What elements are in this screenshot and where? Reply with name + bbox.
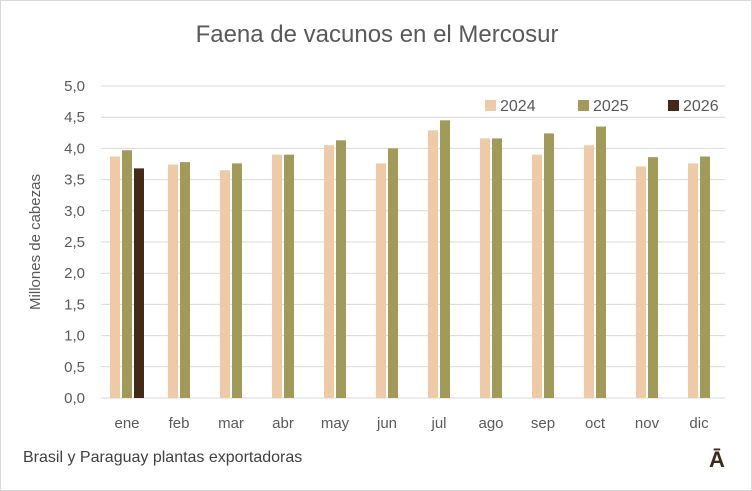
y-tick-label: 4,0: [64, 140, 85, 157]
bar-2024-nov: [636, 166, 646, 398]
x-tick-label: oct: [585, 415, 606, 432]
x-tick-label: jun: [376, 415, 397, 432]
y-tick-label: 1,0: [64, 328, 85, 345]
x-tick-label: may: [321, 415, 350, 432]
y-tick-label: 3,5: [64, 172, 85, 189]
x-tick-label: nov: [635, 415, 660, 432]
chart-title: Faena de vacunos en el Mercosur: [195, 21, 559, 48]
bar-2024-jul: [428, 130, 438, 398]
x-tick-label: feb: [169, 415, 190, 432]
bar-2025-ago: [492, 138, 502, 398]
bar-2024-jun: [376, 163, 386, 398]
legend-swatch-2026: [668, 100, 679, 111]
footer-note: Brasil y Paraguay plantas exportadoras: [23, 449, 303, 466]
bar-2025-feb: [180, 162, 190, 398]
y-tick-label: 0,5: [64, 359, 85, 376]
x-tick-label: abr: [272, 415, 294, 432]
x-tick-label: ene: [114, 415, 139, 432]
y-tick-label: 0,0: [64, 390, 85, 407]
bar-2025-jul: [440, 120, 450, 398]
x-tick-label: jul: [430, 415, 446, 432]
bar-2024-abr: [272, 154, 282, 398]
bar-2024-ene: [110, 156, 120, 398]
legend-label-2026: 2026: [683, 98, 719, 115]
bar-2024-mar: [220, 170, 230, 398]
bar-2024-may: [324, 145, 334, 398]
legend-swatch-2025: [578, 100, 589, 111]
bar-2025-may: [336, 140, 346, 398]
y-axis-label: Millones de cabezas: [27, 174, 44, 310]
x-tick-label: dic: [689, 415, 709, 432]
bar-2025-ene: [122, 150, 132, 398]
bar-2025-oct: [596, 126, 606, 398]
bar-2025-nov: [648, 157, 658, 398]
bar-2025-abr: [284, 154, 294, 398]
x-tick-label: sep: [531, 415, 555, 432]
y-tick-label: 2,5: [64, 234, 85, 251]
bar-2024-dic: [688, 163, 698, 398]
y-tick-label: 1,5: [64, 296, 85, 313]
y-tick-label: 4,5: [64, 109, 85, 126]
y-tick-label: 5,0: [64, 78, 85, 95]
legend-label-2024: 2024: [500, 98, 536, 115]
legend-label-2025: 2025: [593, 98, 629, 115]
brand-logo: Ā: [709, 447, 725, 472]
x-tick-label: ago: [478, 415, 503, 432]
y-tick-label: 3,0: [64, 203, 85, 220]
legend-swatch-2024: [485, 100, 496, 111]
bar-2026-ene: [134, 168, 144, 398]
bar-2024-oct: [584, 145, 594, 398]
bar-2025-dic: [700, 156, 710, 398]
y-tick-label: 2,0: [64, 265, 85, 282]
x-tick-label: mar: [218, 415, 244, 432]
bar-2024-sep: [532, 154, 542, 398]
bar-2024-ago: [480, 138, 490, 398]
bar-2025-jun: [388, 148, 398, 398]
bar-2024-feb: [168, 164, 178, 398]
bar-2025-mar: [232, 163, 242, 398]
bar-2025-sep: [544, 133, 554, 398]
